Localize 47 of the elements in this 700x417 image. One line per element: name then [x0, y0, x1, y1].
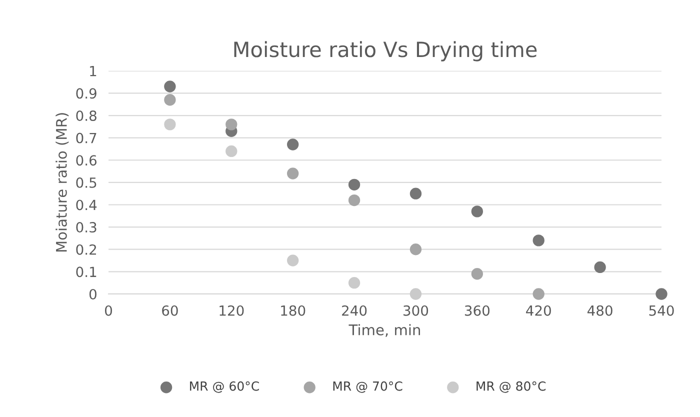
point: [226, 145, 238, 158]
point: [594, 261, 606, 274]
point: [410, 288, 422, 300]
x-tick-label: 420: [526, 305, 551, 316]
y-tick-label: 0.3: [76, 222, 96, 233]
y-axis-title: Moiature ratio (MR): [56, 113, 69, 252]
legend-label: MR @ 80°C: [476, 381, 546, 393]
x-tick-label: 120: [220, 305, 244, 316]
point: [532, 234, 544, 246]
x-tick-label: 240: [342, 305, 367, 316]
point: [471, 268, 484, 280]
x-tick-label: 360: [464, 305, 490, 316]
point: [348, 178, 360, 191]
y-tick-label: 0.2: [76, 244, 96, 255]
point: [286, 168, 299, 180]
point: [471, 206, 484, 218]
x-tick-label: 480: [587, 305, 612, 316]
point: [226, 118, 238, 130]
y-tick-label: 0.4: [76, 200, 97, 210]
point: [164, 118, 176, 130]
point: [656, 288, 668, 300]
y-tick-label: 0.1: [76, 266, 96, 278]
y-tick-label: 0.7: [76, 132, 96, 144]
y-tick-label: 0.6: [76, 155, 97, 166]
y-tick-label: 0.8: [76, 110, 96, 121]
y-tick-label: 0: [89, 288, 96, 300]
point: [286, 138, 299, 150]
y-tick-label: 1: [90, 66, 96, 76]
x-tick-label: 540: [649, 305, 674, 316]
point: [286, 254, 299, 266]
y-tick-label: 0.5: [76, 177, 96, 188]
chart-title: Moisture ratio Vs Drying time: [234, 41, 537, 62]
legend-label: MR @ 60°C: [190, 381, 259, 393]
point: [410, 188, 422, 200]
x-tick-label: 300: [404, 305, 428, 316]
point: [532, 288, 544, 300]
x-tick-label: 60: [162, 305, 178, 316]
point: [410, 244, 422, 256]
point: [348, 194, 360, 206]
point: [348, 276, 360, 289]
point: [164, 80, 176, 92]
legend-label: MR @ 70°C: [333, 381, 402, 393]
point: [164, 94, 176, 106]
x-axis-title: Time, min: [348, 324, 420, 337]
x-tick-label: 180: [281, 305, 306, 316]
x-tick-label: 0: [104, 305, 112, 316]
y-tick-label: 0.9: [76, 88, 96, 99]
